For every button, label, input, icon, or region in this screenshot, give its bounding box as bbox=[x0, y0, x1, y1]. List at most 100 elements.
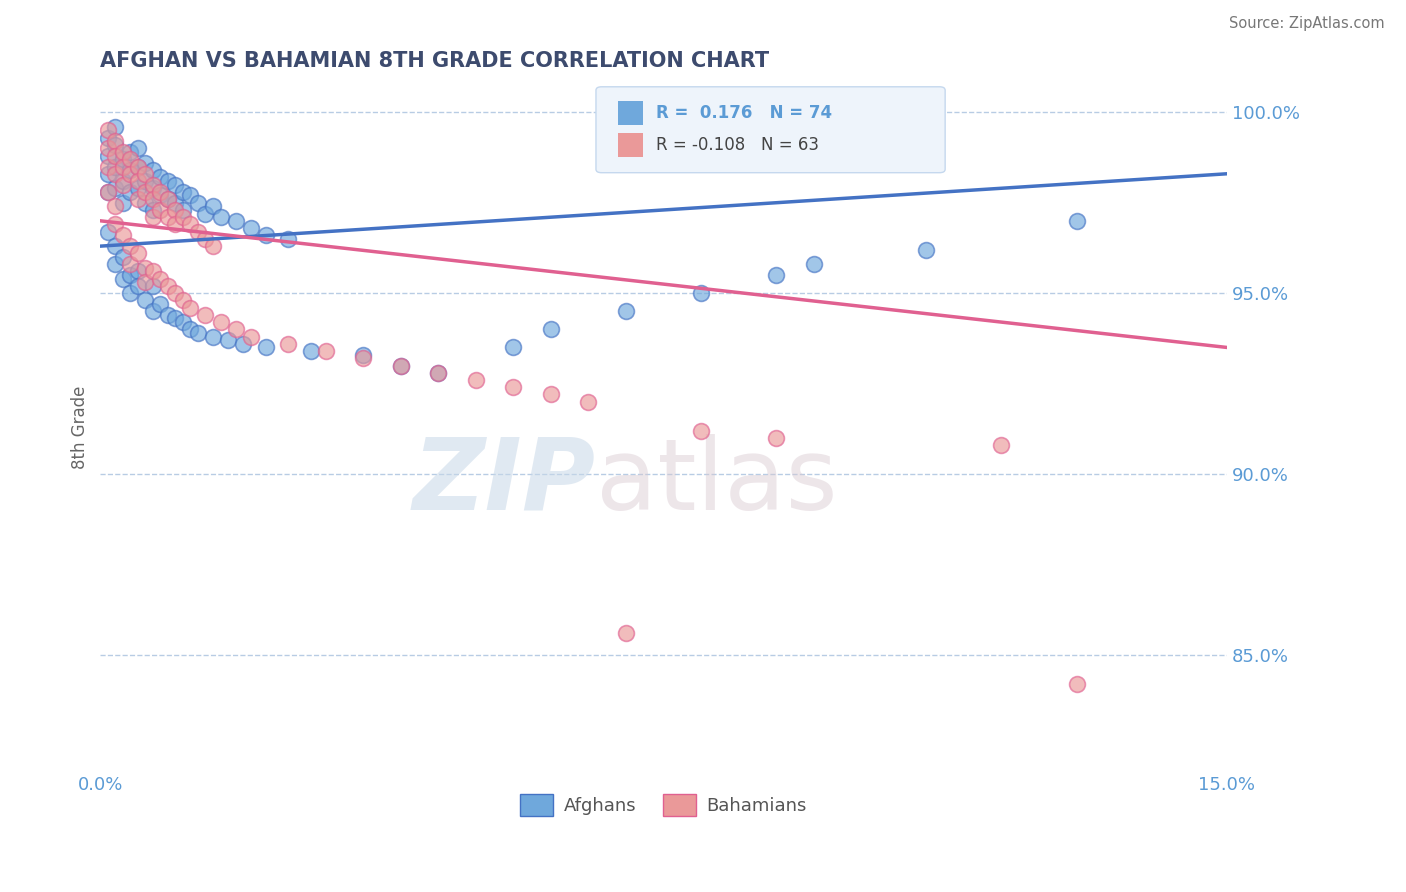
Point bbox=[104, 181, 127, 195]
Point bbox=[540, 322, 562, 336]
Point bbox=[134, 195, 156, 210]
Point bbox=[156, 210, 179, 224]
Point bbox=[120, 286, 142, 301]
Point bbox=[232, 336, 254, 351]
Point bbox=[352, 351, 374, 366]
Point bbox=[111, 250, 134, 264]
Point bbox=[127, 192, 149, 206]
Point bbox=[201, 329, 224, 343]
Point bbox=[389, 359, 412, 373]
Point bbox=[97, 141, 120, 155]
Point bbox=[187, 195, 209, 210]
FancyBboxPatch shape bbox=[596, 87, 945, 173]
Point bbox=[225, 214, 247, 228]
Point bbox=[149, 185, 172, 199]
Point bbox=[614, 304, 637, 318]
Point bbox=[120, 257, 142, 271]
Point bbox=[142, 181, 165, 195]
Point bbox=[165, 202, 187, 217]
Point bbox=[614, 626, 637, 640]
Point bbox=[765, 431, 787, 445]
Point bbox=[149, 202, 172, 217]
Point bbox=[104, 149, 127, 163]
Point bbox=[165, 178, 187, 192]
Point bbox=[179, 301, 201, 315]
Point bbox=[111, 178, 134, 192]
FancyBboxPatch shape bbox=[619, 101, 644, 125]
Point bbox=[427, 366, 450, 380]
Point bbox=[142, 202, 165, 217]
Point bbox=[156, 174, 179, 188]
Point bbox=[315, 344, 337, 359]
Point bbox=[578, 394, 600, 409]
Point bbox=[156, 308, 179, 322]
Point bbox=[120, 268, 142, 282]
Point bbox=[134, 275, 156, 289]
Point bbox=[149, 297, 172, 311]
Point bbox=[187, 225, 209, 239]
Point bbox=[120, 185, 142, 199]
Point bbox=[172, 185, 194, 199]
Point bbox=[111, 228, 134, 243]
Point bbox=[142, 279, 165, 293]
Point bbox=[690, 424, 713, 438]
Point bbox=[179, 188, 201, 202]
Point bbox=[104, 160, 127, 174]
Point bbox=[97, 149, 120, 163]
Point bbox=[104, 199, 127, 213]
Point bbox=[127, 160, 149, 174]
Point bbox=[111, 153, 134, 167]
Point bbox=[149, 188, 172, 202]
Point bbox=[134, 156, 156, 170]
Point bbox=[127, 141, 149, 155]
Point bbox=[209, 210, 232, 224]
Point bbox=[104, 218, 127, 232]
Point bbox=[142, 210, 165, 224]
Point bbox=[165, 218, 187, 232]
Point bbox=[111, 160, 134, 174]
Point bbox=[1066, 214, 1088, 228]
Point bbox=[217, 333, 239, 347]
Point bbox=[120, 239, 142, 253]
Point bbox=[134, 185, 156, 199]
Point bbox=[194, 232, 217, 246]
Point bbox=[427, 366, 450, 380]
Point bbox=[149, 271, 172, 285]
Point bbox=[156, 279, 179, 293]
Point bbox=[165, 286, 187, 301]
Point bbox=[1066, 677, 1088, 691]
Point bbox=[127, 264, 149, 278]
Point bbox=[172, 293, 194, 308]
Point bbox=[464, 373, 486, 387]
Point bbox=[120, 167, 142, 181]
Point bbox=[127, 181, 149, 195]
Point bbox=[97, 185, 120, 199]
Point bbox=[352, 348, 374, 362]
Point bbox=[142, 163, 165, 178]
Point bbox=[172, 210, 194, 224]
Point bbox=[179, 218, 201, 232]
Point bbox=[187, 326, 209, 340]
Point bbox=[239, 329, 262, 343]
Point bbox=[104, 239, 127, 253]
Text: atlas: atlas bbox=[596, 434, 838, 531]
Point bbox=[111, 195, 134, 210]
Point bbox=[540, 387, 562, 401]
Point bbox=[134, 174, 156, 188]
Point bbox=[299, 344, 322, 359]
Point bbox=[97, 185, 120, 199]
Point bbox=[502, 380, 524, 394]
Text: Source: ZipAtlas.com: Source: ZipAtlas.com bbox=[1229, 16, 1385, 31]
Point bbox=[104, 120, 127, 134]
Point bbox=[502, 340, 524, 354]
Text: ZIP: ZIP bbox=[413, 434, 596, 531]
Point bbox=[690, 286, 713, 301]
Legend: Afghans, Bahamians: Afghans, Bahamians bbox=[513, 787, 814, 823]
Point bbox=[97, 130, 120, 145]
Point bbox=[127, 246, 149, 260]
Y-axis label: 8th Grade: 8th Grade bbox=[72, 385, 89, 468]
Point bbox=[915, 243, 938, 257]
Point bbox=[97, 160, 120, 174]
Text: R =  0.176   N = 74: R = 0.176 N = 74 bbox=[655, 103, 832, 122]
Text: AFGHAN VS BAHAMIAN 8TH GRADE CORRELATION CHART: AFGHAN VS BAHAMIAN 8TH GRADE CORRELATION… bbox=[100, 51, 769, 70]
